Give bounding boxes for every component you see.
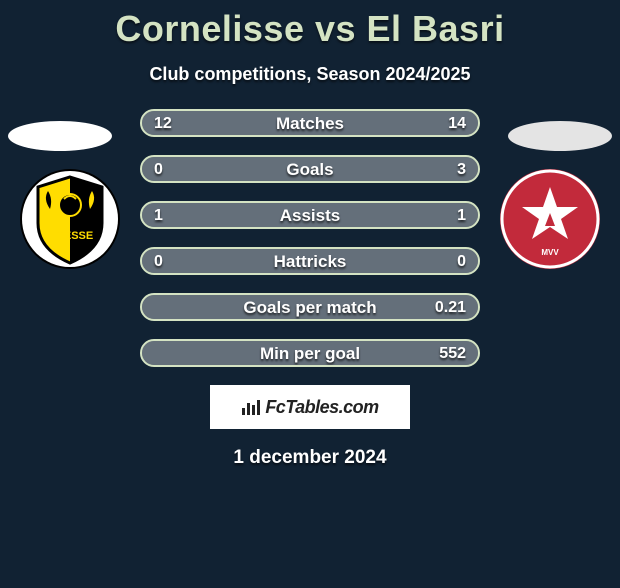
stat-label: Hattricks <box>142 249 478 275</box>
stat-row: 03Goals <box>140 155 480 183</box>
stat-row: 0.21Goals per match <box>140 293 480 321</box>
brand-text: FcTables.com <box>265 397 378 417</box>
vitesse-shield-icon: VITESSE <box>20 169 120 269</box>
stat-row: 1214Matches <box>140 109 480 137</box>
avatar-placeholder-icon <box>8 121 112 151</box>
svg-text:VITESSE: VITESSE <box>47 230 93 242</box>
comparison-chart: VITESSE MVV 1214Matches 03Goals 11Assists 0… <box>0 109 620 367</box>
club-badge-left: VITESSE <box>20 169 120 269</box>
brand-chart-icon <box>241 388 261 432</box>
club-badge-right: MVV <box>500 169 600 269</box>
stat-row: 00Hattricks <box>140 247 480 275</box>
stat-label: Goals <box>142 157 478 183</box>
date-label: 1 december 2024 <box>0 447 620 469</box>
stat-label: Matches <box>142 111 478 137</box>
stat-label: Assists <box>142 203 478 229</box>
page-title: Cornelisse vs El Basri <box>0 8 620 50</box>
avatar-placeholder-icon <box>508 121 612 151</box>
mvv-shield-icon: MVV <box>500 169 600 269</box>
stat-row: 552Min per goal <box>140 339 480 367</box>
brand-badge: FcTables.com <box>210 385 410 429</box>
page-subtitle: Club competitions, Season 2024/2025 <box>0 64 620 85</box>
stat-label: Goals per match <box>142 295 478 321</box>
stat-label: Min per goal <box>142 341 478 367</box>
stat-bars: 1214Matches 03Goals 11Assists 00Hattricks 0.… <box>140 109 480 367</box>
stat-row: 11Assists <box>140 201 480 229</box>
svg-text:MVV: MVV <box>541 248 559 257</box>
